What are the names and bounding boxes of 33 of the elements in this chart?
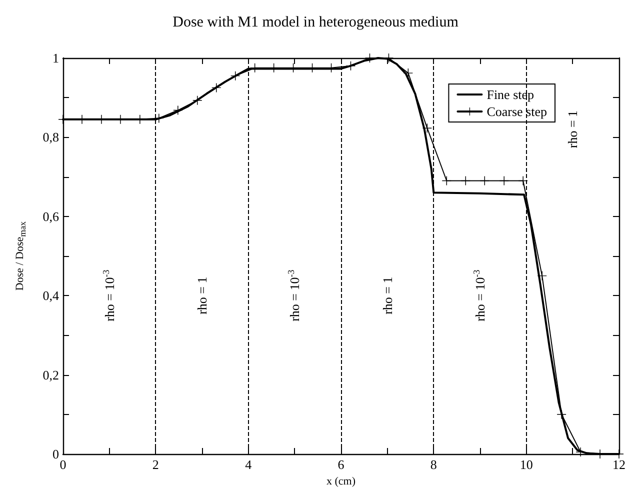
y-axis-title: Dose / Dosemax — [14, 220, 28, 291]
point — [518, 176, 528, 186]
annotation: rho = 10-3 — [472, 269, 488, 322]
y-tick-label: 0,8 — [42, 130, 59, 145]
y-tick-label: 0,2 — [42, 367, 59, 382]
annotation: rho = 1 — [565, 110, 580, 148]
x-tick-label: 8 — [430, 457, 437, 472]
x-tick-label: 10 — [520, 457, 533, 472]
point — [538, 271, 547, 280]
point — [500, 176, 509, 186]
chart-title: Dose with M1 model in heterogeneous medium — [172, 14, 459, 30]
x-tick-label: 2 — [152, 457, 159, 472]
legend-label: Fine step — [486, 87, 534, 102]
point — [557, 410, 566, 419]
y-tick-label: 0,4 — [42, 288, 60, 304]
x-tick-label: 6 — [338, 457, 345, 472]
y-tick-label: 0 — [52, 446, 59, 462]
annotation: rho = 10-3 — [286, 269, 302, 322]
point — [576, 448, 586, 457]
legend-label: Coarse step — [486, 104, 548, 119]
x-tick-label: 4 — [245, 457, 252, 472]
y-tick-label: 1 — [52, 50, 59, 66]
x-tick-label: 12 — [612, 457, 626, 472]
y-tick-label: 0,6 — [42, 208, 60, 224]
annotation: rho = 10-3 — [100, 269, 117, 322]
point — [346, 61, 356, 70]
point — [154, 114, 164, 123]
annotation: rho = 1 — [194, 276, 210, 314]
x-axis-title: x (cm) — [326, 475, 356, 488]
annotation: rho = 1 — [380, 276, 395, 314]
point — [173, 106, 182, 115]
point — [422, 124, 432, 133]
point — [404, 68, 413, 78]
